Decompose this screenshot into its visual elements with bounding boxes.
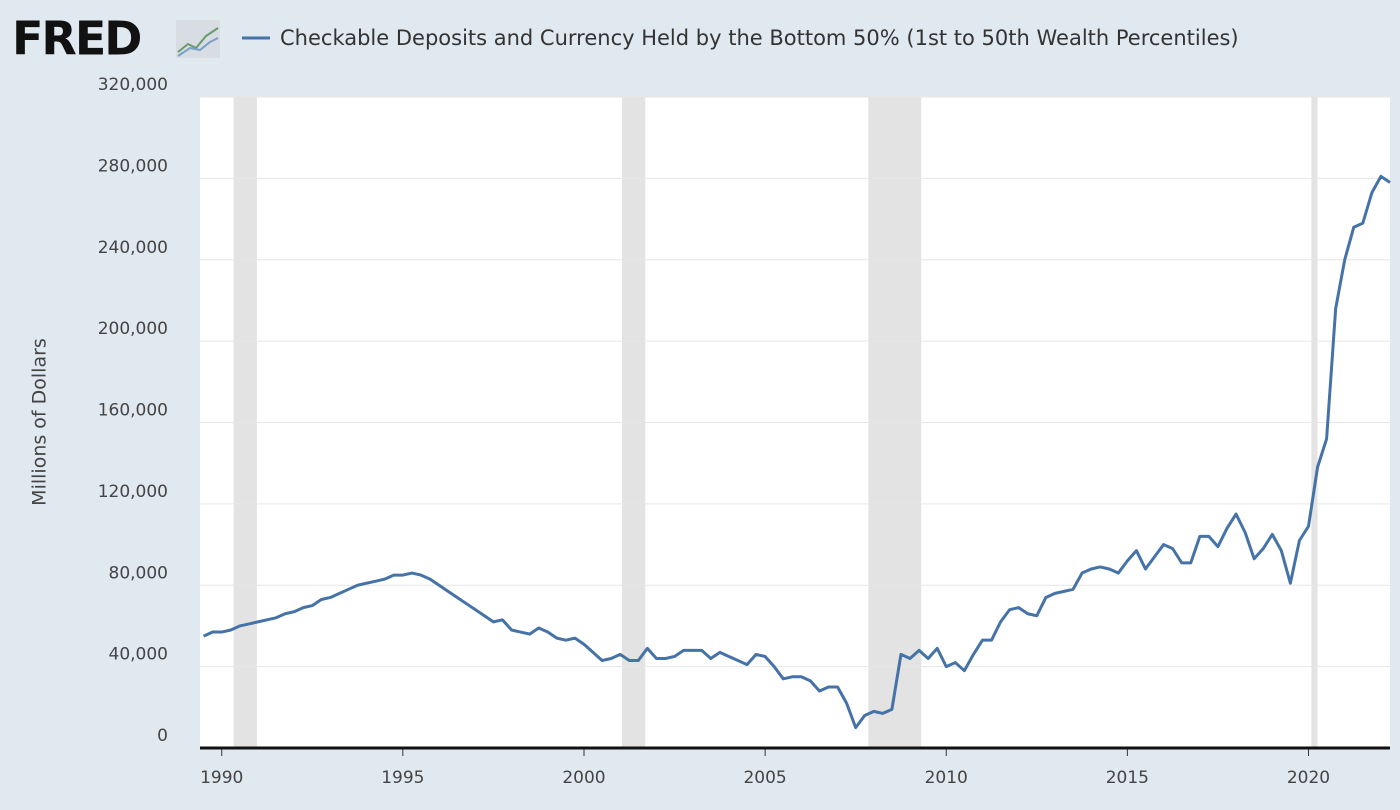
x-tick-label: 1990 [200,768,243,788]
x-tick-label: 2010 [925,768,968,788]
x-tick-label: 2020 [1287,768,1330,788]
x-tick-label: 2000 [562,768,605,788]
y-tick-label: 160,000 [98,401,168,421]
y-tick-label: 280,000 [98,156,168,176]
series-line [203,174,1391,730]
y-tick-label: 320,000 [98,75,168,95]
y-tick-label: 240,000 [98,238,168,258]
y-tick-label: 0 [157,726,168,746]
legend-label: Checkable Deposits and Currency Held by … [280,26,1239,50]
y-tick-label: 120,000 [98,482,168,502]
logo: FRED [12,12,140,66]
y-tick-label: 200,000 [98,319,168,339]
y-axis-label: Millions of Dollars [29,338,51,506]
x-tick-label: 1995 [381,768,424,788]
y-tick-label: 40,000 [109,645,168,665]
x-tick-label: 2015 [1106,768,1149,788]
logo-icon [176,20,220,58]
x-tick-label: 2005 [743,768,786,788]
y-tick-label: 80,000 [109,563,168,583]
